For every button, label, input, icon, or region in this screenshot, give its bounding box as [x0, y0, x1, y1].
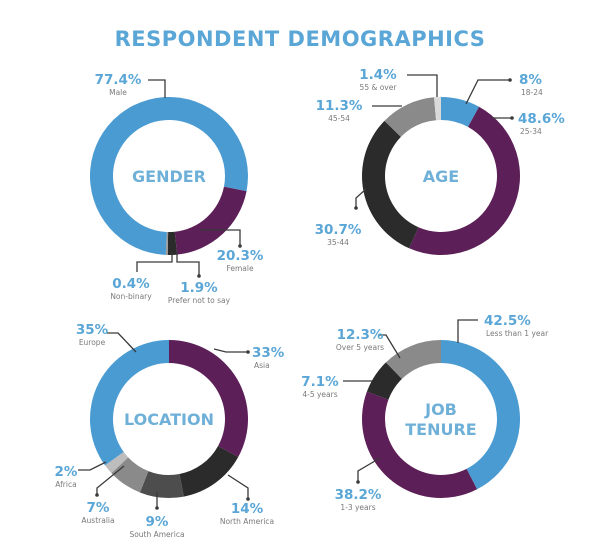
leader-dot-south-america — [155, 506, 159, 510]
category-label-25-34: 25-34 — [520, 127, 542, 136]
category-label-4-5-years: 4-5 years — [302, 390, 337, 399]
chart-center-title: AGE — [423, 167, 459, 186]
leader-line-female — [200, 229, 241, 246]
slice-south-america — [139, 471, 184, 498]
leader-dot-female — [238, 244, 242, 248]
value-label-less-than-1-year: 42.5% — [484, 313, 531, 329]
leader-line-1-3-years — [357, 457, 381, 482]
slice-prefer-not-to-say — [167, 231, 178, 255]
gender-donut-chart: GENDER 20.3%Female 1.9%Prefer not to say 0.… — [90, 72, 264, 305]
category-label-less-than-1-year: Less than 1 year — [486, 329, 549, 338]
value-label-north-america: 14% — [231, 501, 264, 517]
chart-center-title: TENURE — [405, 420, 476, 439]
value-label-asia: 33% — [252, 345, 285, 361]
category-label-female: Female — [226, 264, 254, 273]
slice-female — [174, 186, 247, 255]
value-label-non-binary: 0.4% — [112, 276, 150, 292]
value-label-prefer-not-to-say: 1.9% — [180, 280, 218, 296]
leader-dot-north-america — [246, 497, 250, 501]
category-label-55-and-over: 55 & over — [360, 83, 398, 92]
chart-center-title: JOB — [424, 400, 457, 419]
leader-dot-australia — [95, 493, 99, 497]
category-label-over-5-years: Over 5 years — [336, 343, 384, 352]
category-label-prefer-not-to-say: Prefer not to say — [168, 296, 231, 305]
leader-line-55-and-over — [407, 74, 438, 97]
leader-line-australia — [96, 465, 125, 495]
category-label-north-america: North America — [220, 517, 274, 526]
category-label-45-54: 45-54 — [328, 114, 350, 123]
slice-18-24 — [441, 97, 480, 127]
slice-over-5-years — [385, 340, 441, 379]
category-label-non-binary: Non-binary — [110, 292, 152, 301]
category-label-australia: Australia — [81, 516, 114, 525]
slice-north-america — [179, 445, 239, 497]
category-label-europe: Europe — [79, 338, 106, 347]
slice-australia — [111, 457, 149, 493]
leader-line-male — [148, 79, 166, 98]
value-label-25-34: 48.6% — [518, 111, 565, 127]
slice-africa — [105, 451, 129, 474]
category-label-asia: Asia — [254, 361, 270, 370]
value-label-4-5-years: 7.1% — [301, 374, 339, 390]
value-label-18-24: 8% — [519, 72, 542, 88]
leader-line-prefer-not-to-say — [176, 252, 200, 276]
leader-line-europe — [107, 332, 137, 353]
leader-dot-asia — [246, 350, 250, 354]
location-donut-chart: LOCATION 33%Asia 14%North America 9%South A… — [55, 322, 285, 539]
leader-line-north-america — [227, 474, 249, 499]
value-label-male: 77.4% — [95, 72, 142, 88]
value-label-europe: 35% — [76, 322, 109, 338]
page-title: RESPONDENT DEMOGRAPHICS — [114, 27, 486, 51]
category-label-south-america: South America — [129, 530, 184, 539]
leader-line-35-44 — [355, 188, 367, 208]
value-label-1-3-years: 38.2% — [335, 487, 382, 503]
category-label-1-3-years: 1-3 years — [340, 503, 375, 512]
leader-dot-1-3-years — [356, 480, 360, 484]
age-donut-chart: AGE 8%18-24 48.6%25-34 30.7%35-44 11.3%45-54… — [315, 67, 565, 256]
leader-line-non-binary — [136, 252, 173, 272]
leader-line-asia — [213, 348, 248, 353]
value-label-45-54: 11.3% — [316, 98, 363, 114]
slice-non-binary — [165, 231, 169, 255]
leader-line-africa — [78, 461, 107, 471]
leader-line-18-24 — [465, 79, 510, 105]
value-label-south-america: 9% — [146, 514, 169, 530]
slice-25-34 — [409, 106, 520, 256]
slice-4-5-years — [366, 362, 402, 400]
slice-less-than-1-year — [441, 340, 520, 490]
slice-asia — [169, 340, 248, 458]
leader-line-over-5-years — [378, 334, 401, 359]
leader-dot-35-44 — [354, 206, 358, 210]
category-label-18-24: 18-24 — [521, 88, 543, 97]
value-label-55-and-over: 1.4% — [359, 67, 397, 83]
slice-45-54 — [384, 97, 437, 137]
chart-center-title: GENDER — [132, 167, 206, 186]
leader-dot-18-24 — [508, 78, 512, 82]
chart-center-title: LOCATION — [124, 410, 214, 429]
slice-1-3-years — [362, 391, 478, 498]
category-label-africa: Africa — [55, 480, 76, 489]
value-label-australia: 7% — [87, 500, 110, 516]
slice-55-and-over — [434, 97, 441, 121]
value-label-over-5-years: 12.3% — [337, 327, 384, 343]
leader-line-less-than-1-year — [457, 319, 478, 343]
slice-europe — [90, 340, 169, 466]
value-label-female: 20.3% — [217, 248, 264, 264]
leader-dot-25-34 — [510, 116, 514, 120]
category-label-male: Male — [109, 88, 127, 97]
value-label-africa: 2% — [55, 464, 78, 480]
slice-35-44 — [362, 120, 419, 249]
value-label-35-44: 30.7% — [315, 222, 362, 238]
leader-dot-prefer-not-to-say — [197, 274, 201, 278]
category-label-35-44: 35-44 — [327, 238, 349, 247]
